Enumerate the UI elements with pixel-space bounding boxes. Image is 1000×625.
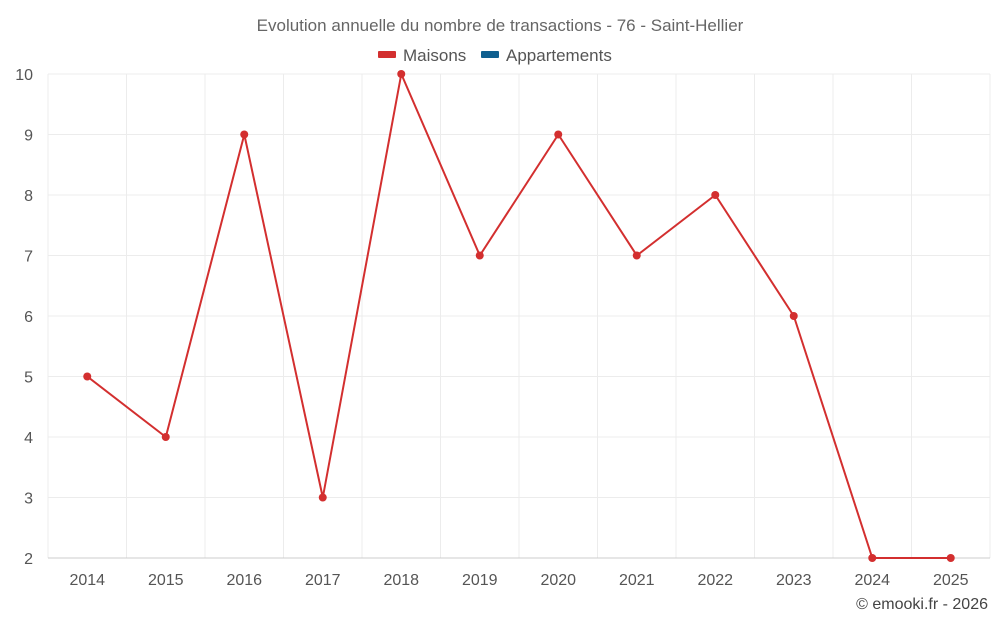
x-tick-label: 2022 — [697, 572, 733, 589]
data-point[interactable] — [318, 493, 327, 502]
x-tick-label: 2021 — [619, 572, 655, 589]
y-tick-label: 7 — [24, 249, 33, 266]
series-line-maisons — [86, 73, 951, 559]
x-tick-label: 2015 — [148, 572, 184, 589]
x-tick-label: 2016 — [226, 572, 262, 589]
y-tick-label: 2 — [24, 551, 33, 568]
legend-label-appartements[interactable]: Appartements — [506, 46, 612, 65]
x-tick-label: 2017 — [305, 572, 341, 589]
data-point[interactable] — [554, 130, 563, 139]
y-tick-label: 4 — [24, 430, 33, 447]
series-points-maisons — [83, 70, 955, 562]
data-point[interactable] — [632, 251, 641, 260]
y-tick-label: 6 — [24, 309, 33, 326]
data-point[interactable] — [868, 554, 877, 562]
y-axis-ticks: 2 3 4 5 6 7 8 9 10 — [15, 67, 33, 568]
data-point[interactable] — [240, 130, 249, 139]
y-tick-label: 9 — [24, 128, 33, 145]
legend-label-maisons[interactable]: Maisons — [403, 46, 466, 65]
data-point[interactable] — [475, 251, 484, 260]
x-tick-label: 2023 — [776, 572, 812, 589]
legend[interactable]: Maisons Appartements — [378, 46, 612, 65]
data-point[interactable] — [83, 372, 92, 381]
y-tick-label: 8 — [24, 188, 33, 205]
x-axis-ticks: 2014 2015 2016 2017 2018 2019 2020 2021 2022 2023… — [69, 572, 968, 589]
x-gridlines — [47, 74, 991, 558]
x-tick-label: 2020 — [540, 572, 576, 589]
x-tick-label: 2018 — [383, 572, 419, 589]
credit-text: © emooki.fr - 2026 — [856, 596, 988, 613]
y-tick-label: 10 — [15, 67, 33, 84]
x-tick-label: 2025 — [933, 572, 969, 589]
data-point[interactable] — [161, 433, 170, 441]
x-tick-label: 2014 — [69, 572, 105, 589]
data-point[interactable] — [711, 191, 720, 199]
data-point[interactable] — [789, 312, 798, 320]
legend-swatch-maisons[interactable] — [378, 51, 396, 58]
x-tick-label: 2019 — [462, 572, 498, 589]
data-point[interactable] — [946, 554, 955, 562]
data-point[interactable] — [397, 70, 406, 78]
chart-title: Evolution annuelle du nombre de transact… — [257, 16, 744, 35]
legend-swatch-appartements[interactable] — [481, 51, 499, 58]
x-tick-label: 2024 — [854, 572, 890, 589]
y-tick-label: 5 — [24, 370, 33, 387]
y-tick-label: 3 — [24, 491, 33, 508]
